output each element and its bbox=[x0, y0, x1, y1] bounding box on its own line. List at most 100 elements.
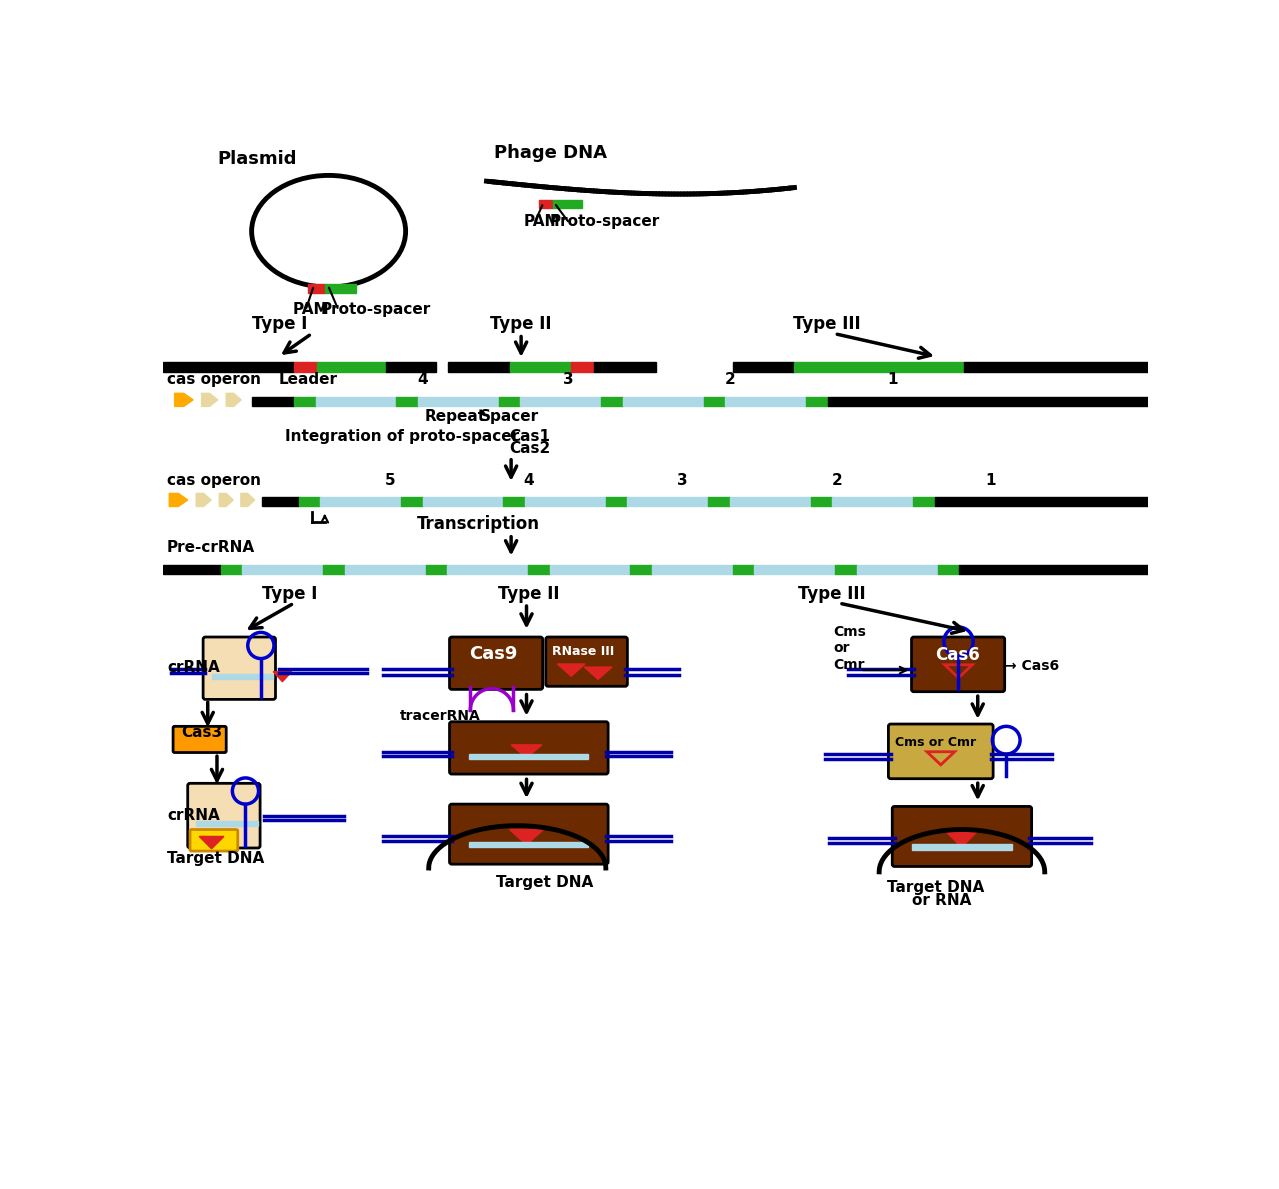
Bar bbox=[733, 363, 794, 372]
Text: 3: 3 bbox=[564, 372, 574, 388]
Text: Integration of proto-spacer: Integration of proto-spacer bbox=[285, 429, 519, 445]
Bar bbox=[833, 497, 913, 507]
Bar bbox=[550, 565, 631, 574]
FancyBboxPatch shape bbox=[912, 637, 1005, 692]
Bar bbox=[469, 842, 588, 848]
Text: tracerRNA: tracerRNA bbox=[399, 709, 480, 723]
Text: RNase III: RNase III bbox=[553, 644, 614, 658]
FancyBboxPatch shape bbox=[173, 726, 226, 753]
Bar bbox=[308, 284, 325, 292]
Bar bbox=[221, 565, 243, 574]
Text: 1: 1 bbox=[985, 472, 996, 487]
FancyBboxPatch shape bbox=[889, 724, 993, 779]
Bar bbox=[524, 497, 606, 507]
Bar bbox=[938, 565, 959, 574]
Bar bbox=[733, 565, 755, 574]
Bar bbox=[595, 363, 656, 372]
Text: Leader: Leader bbox=[279, 372, 338, 388]
Text: 2: 2 bbox=[725, 372, 735, 388]
Bar bbox=[211, 674, 274, 679]
Text: Cas3: Cas3 bbox=[180, 725, 223, 740]
Bar bbox=[325, 284, 356, 292]
Text: 1: 1 bbox=[886, 372, 898, 388]
Text: Cms or Cmr: Cms or Cmr bbox=[895, 736, 976, 749]
Text: Target DNA: Target DNA bbox=[886, 880, 984, 895]
Bar bbox=[426, 565, 448, 574]
FancyArrow shape bbox=[226, 394, 242, 407]
Bar bbox=[294, 363, 317, 372]
Bar bbox=[703, 397, 725, 405]
Bar bbox=[509, 363, 572, 372]
Text: Type II: Type II bbox=[498, 585, 559, 603]
Bar bbox=[912, 844, 1012, 849]
Polygon shape bbox=[509, 830, 544, 845]
Bar bbox=[935, 497, 1147, 507]
Text: 3: 3 bbox=[678, 472, 688, 487]
FancyArrow shape bbox=[219, 493, 233, 507]
Bar bbox=[811, 497, 833, 507]
Bar bbox=[730, 497, 811, 507]
Text: Plasmid: Plasmid bbox=[217, 150, 297, 168]
Text: cas operon: cas operon bbox=[168, 472, 261, 487]
Bar bbox=[913, 497, 935, 507]
Text: Type I: Type I bbox=[262, 585, 317, 603]
FancyBboxPatch shape bbox=[191, 830, 238, 851]
Bar bbox=[418, 397, 499, 405]
Bar bbox=[828, 397, 1147, 405]
Bar bbox=[725, 397, 806, 405]
Bar bbox=[402, 497, 422, 507]
Text: Cas9: Cas9 bbox=[469, 644, 517, 662]
FancyArrow shape bbox=[175, 394, 193, 407]
Bar bbox=[164, 565, 221, 574]
Text: Type I: Type I bbox=[252, 315, 307, 333]
Text: Cas6: Cas6 bbox=[935, 646, 980, 665]
Bar bbox=[572, 363, 595, 372]
Bar bbox=[835, 565, 857, 574]
Bar bbox=[294, 397, 316, 405]
Bar bbox=[252, 397, 294, 405]
Text: Type II: Type II bbox=[490, 315, 551, 333]
Bar bbox=[652, 565, 733, 574]
Text: 4: 4 bbox=[417, 372, 427, 388]
Bar bbox=[243, 565, 324, 574]
Bar bbox=[448, 363, 509, 372]
Text: Cms
or
Cmr: Cms or Cmr bbox=[833, 625, 866, 672]
FancyBboxPatch shape bbox=[546, 637, 628, 686]
Text: Pre-crRNA: Pre-crRNA bbox=[168, 540, 255, 555]
Bar bbox=[317, 363, 386, 372]
Bar bbox=[298, 497, 320, 507]
FancyArrow shape bbox=[202, 394, 217, 407]
Bar bbox=[386, 363, 436, 372]
Text: PAM: PAM bbox=[523, 214, 560, 228]
Text: Cas2: Cas2 bbox=[509, 441, 551, 457]
Bar bbox=[469, 754, 588, 760]
Bar bbox=[316, 397, 396, 405]
Bar bbox=[499, 397, 521, 405]
FancyBboxPatch shape bbox=[893, 806, 1032, 867]
Bar bbox=[262, 497, 298, 507]
Polygon shape bbox=[585, 667, 611, 679]
Bar bbox=[857, 565, 938, 574]
Bar bbox=[448, 565, 528, 574]
Text: Type III: Type III bbox=[798, 585, 866, 603]
FancyBboxPatch shape bbox=[449, 637, 542, 690]
Polygon shape bbox=[558, 663, 585, 677]
Text: → Cas6: → Cas6 bbox=[1005, 659, 1059, 673]
Text: Type III: Type III bbox=[793, 315, 861, 333]
FancyBboxPatch shape bbox=[449, 804, 608, 864]
Text: Proto-spacer: Proto-spacer bbox=[550, 214, 660, 228]
Text: 5: 5 bbox=[385, 472, 395, 487]
Bar bbox=[521, 397, 601, 405]
Polygon shape bbox=[512, 744, 542, 757]
Bar bbox=[553, 201, 582, 208]
FancyArrow shape bbox=[169, 493, 188, 507]
Bar bbox=[538, 201, 553, 208]
Bar bbox=[623, 397, 703, 405]
Bar bbox=[755, 565, 835, 574]
Bar bbox=[794, 363, 964, 372]
Text: Transcription: Transcription bbox=[417, 515, 540, 533]
Polygon shape bbox=[274, 672, 292, 681]
Text: Target DNA: Target DNA bbox=[496, 875, 593, 891]
Text: PAM: PAM bbox=[293, 302, 329, 316]
Bar bbox=[528, 565, 550, 574]
